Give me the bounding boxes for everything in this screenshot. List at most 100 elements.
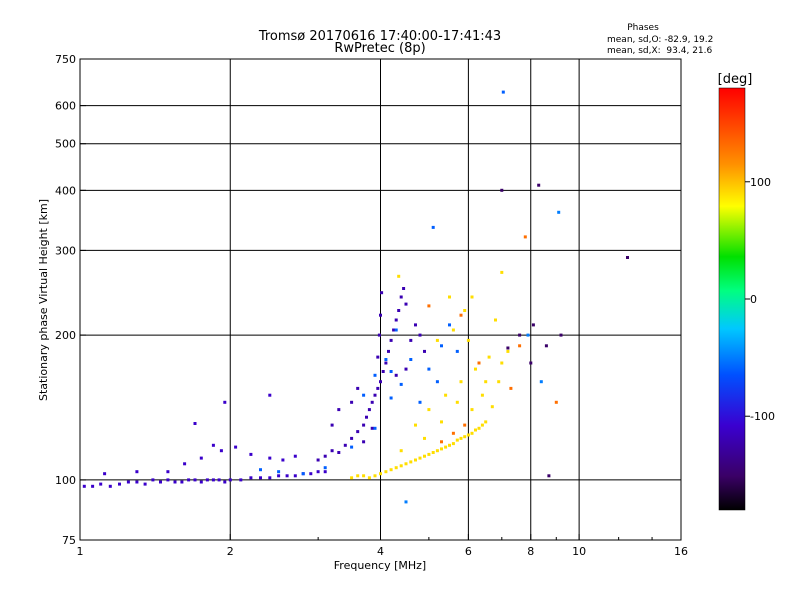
data-point	[459, 380, 463, 384]
data-point	[418, 400, 422, 404]
data-point	[523, 235, 527, 239]
data-point	[293, 454, 297, 458]
data-point	[166, 478, 170, 482]
colorbar-tick-label: 100	[750, 176, 771, 189]
data-point	[448, 323, 451, 327]
data-point	[183, 462, 187, 466]
data-point	[277, 474, 281, 478]
data-point	[187, 478, 191, 482]
data-point	[397, 274, 401, 278]
data-point	[500, 270, 504, 274]
data-point	[399, 449, 403, 453]
data-point	[544, 344, 548, 348]
data-point	[249, 476, 253, 480]
phase-stats-x: mean, sd,X: 93.4, 21.6	[607, 46, 713, 56]
data-point	[323, 454, 327, 458]
data-point	[427, 452, 431, 456]
colorbar-ticks: 100 0 -100	[745, 176, 775, 423]
data-point	[435, 338, 439, 342]
data-point	[463, 423, 467, 427]
data-point	[373, 373, 377, 377]
data-point	[459, 313, 463, 317]
colorbar-tick-label: 0	[750, 293, 757, 306]
data-point	[384, 358, 388, 361]
data-point	[559, 333, 563, 337]
colorbar-label: [deg]	[718, 72, 753, 87]
data-point	[166, 470, 170, 474]
data-point	[444, 393, 448, 397]
data-point	[362, 423, 366, 427]
data-point	[484, 380, 488, 384]
data-point	[277, 470, 281, 474]
data-point	[427, 304, 431, 308]
data-point	[373, 426, 377, 430]
data-point	[389, 370, 393, 373]
data-point	[82, 484, 86, 488]
y-tick-label: 100	[55, 474, 76, 487]
data-point	[377, 333, 381, 337]
data-point	[193, 422, 197, 425]
data-point	[477, 426, 481, 430]
data-point	[193, 478, 197, 482]
data-point	[350, 476, 354, 480]
x-tick-label: 2	[227, 545, 234, 558]
data-point	[404, 367, 408, 371]
data-point	[379, 472, 382, 476]
data-point	[337, 451, 341, 454]
data-point	[394, 373, 398, 377]
data-point	[281, 458, 285, 462]
data-point	[423, 436, 426, 440]
data-point	[526, 333, 530, 337]
data-point	[409, 358, 413, 361]
data-point	[435, 380, 439, 384]
data-point	[356, 430, 360, 434]
data-point	[389, 338, 393, 342]
data-point	[399, 382, 403, 386]
data-point	[451, 431, 455, 435]
data-point	[557, 210, 561, 214]
data-point	[451, 442, 455, 446]
data-point	[431, 451, 435, 454]
data-point	[500, 188, 504, 192]
data-point	[451, 328, 455, 332]
data-point	[500, 361, 504, 365]
data-point	[268, 476, 272, 480]
data-point	[249, 452, 253, 456]
data-point	[330, 449, 334, 453]
data-point	[537, 183, 541, 187]
data-point	[455, 438, 459, 442]
data-point	[404, 302, 408, 306]
data-point	[409, 460, 413, 464]
data-point	[404, 462, 408, 466]
data-point	[259, 476, 262, 480]
data-point	[389, 468, 393, 472]
data-point	[180, 480, 184, 484]
data-point	[343, 443, 347, 447]
data-point	[356, 474, 360, 478]
data-point	[228, 478, 232, 482]
data-point	[268, 456, 272, 460]
data-point	[394, 328, 398, 332]
data-point	[239, 478, 243, 482]
data-point	[529, 361, 533, 365]
y-tick-label: 600	[55, 100, 76, 113]
y-tick-label: 500	[55, 138, 76, 151]
data-point	[470, 408, 474, 412]
data-point	[285, 474, 289, 478]
data-point	[301, 472, 305, 476]
data-point	[330, 423, 334, 427]
data-point	[547, 474, 551, 478]
y-tick-label: 75	[62, 534, 76, 547]
data-point	[234, 445, 238, 449]
data-point	[474, 367, 477, 371]
data-point	[199, 480, 203, 484]
data-point	[370, 400, 374, 404]
x-tick-label: 6	[465, 545, 472, 558]
data-point	[539, 380, 543, 384]
data-point	[376, 386, 380, 390]
data-point	[135, 480, 139, 484]
data-point	[159, 480, 162, 484]
data-point	[384, 361, 388, 365]
data-point	[337, 408, 341, 412]
data-point	[554, 400, 558, 404]
